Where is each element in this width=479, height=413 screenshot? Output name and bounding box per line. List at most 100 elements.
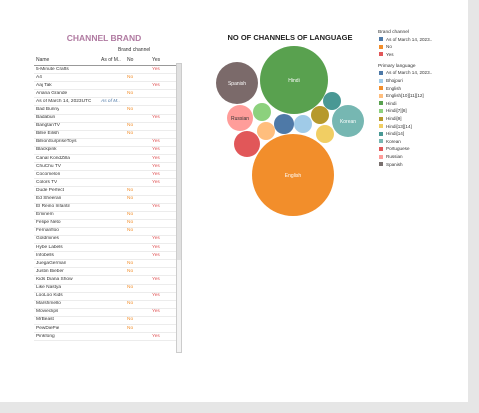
table-row[interactable]: Goldmines Yes xyxy=(34,236,176,245)
table-row[interactable]: MrBeast No xyxy=(34,317,176,325)
cell-yes: Yes xyxy=(152,179,160,185)
scroll-frame-right xyxy=(468,0,479,413)
legend-label: As of March 14, 2023.. xyxy=(386,70,433,76)
table-row[interactable]: Ariana Grande No xyxy=(34,90,176,99)
table-row[interactable]: Pinkfong Yes xyxy=(34,333,176,342)
table-row[interactable]: Hybe Labels Yes xyxy=(34,244,176,253)
language-bubble[interactable] xyxy=(323,92,341,110)
legend-item[interactable]: Yes xyxy=(378,51,468,59)
table-row[interactable]: Ed Sheeran No xyxy=(34,196,176,204)
legend-item[interactable]: Korean xyxy=(378,138,468,146)
legend-swatch xyxy=(379,70,383,75)
header-asof[interactable]: As of M.. xyxy=(101,57,121,63)
legend-label: Hindi[9] xyxy=(386,115,402,121)
table-row[interactable]: Canal KondZilla Yes xyxy=(34,155,176,164)
language-bubble[interactable] xyxy=(257,122,275,140)
cell-name: Like Nastya xyxy=(36,285,62,291)
table-row[interactable]: Badabun Yes xyxy=(34,115,176,123)
table-row[interactable]: JuegaGerman No xyxy=(34,260,176,269)
cell-name: Eminem xyxy=(36,212,54,218)
legend-swatch xyxy=(379,52,383,57)
table-row[interactable]: ChuChu TV Yes xyxy=(34,163,176,172)
legend-item[interactable]: English[10][11][12] xyxy=(378,93,468,101)
cell-yes: Yes xyxy=(152,252,160,258)
table-row[interactable]: Movieclips Yes xyxy=(34,309,176,317)
table-row[interactable]: Kids Diana Show Yes xyxy=(34,276,176,285)
legend-item[interactable]: Hindi[7][8] xyxy=(378,108,468,116)
table-row[interactable]: As of March 14, 2023UTC As of M.. xyxy=(34,98,176,107)
legend-item[interactable]: Bhojpuri xyxy=(378,77,468,85)
legend-swatch xyxy=(379,146,383,151)
legend-item[interactable]: Hindi xyxy=(378,100,468,108)
table-row[interactable]: LooLoo Kids Yes xyxy=(34,293,176,301)
legend-item[interactable]: Spanish xyxy=(378,161,468,169)
language-bubble[interactable] xyxy=(253,103,271,121)
legend-item[interactable]: No xyxy=(378,44,468,52)
cell-yes: Yes xyxy=(152,66,160,72)
legend-item[interactable]: Hindi[13][14] xyxy=(378,123,468,131)
table-row[interactable]: Justin Bieber No xyxy=(34,268,176,277)
table-row[interactable]: BillionSurpriseToys Yes xyxy=(34,139,176,147)
cell-name: Badabun xyxy=(36,115,56,121)
table-row[interactable]: PewDiePie No xyxy=(34,325,176,334)
table-row[interactable]: Bad Bunny No xyxy=(34,106,176,115)
table-row[interactable]: Like Nastya No xyxy=(34,285,176,293)
table-row[interactable]: BangtanTV No xyxy=(34,123,176,131)
channel-brand-title: CHANNEL BRAND xyxy=(66,33,142,43)
legend-label: Yes xyxy=(386,51,394,57)
header-no[interactable]: No xyxy=(127,57,134,63)
language-bubble[interactable] xyxy=(274,114,294,134)
language-bubble[interactable] xyxy=(311,106,329,124)
table-row[interactable]: Colors TV Yes xyxy=(34,179,176,188)
cell-name: Dude Perfect xyxy=(36,187,64,193)
table-row[interactable]: Aaj Tak Yes xyxy=(34,82,176,91)
language-bubble[interactable] xyxy=(316,125,334,143)
table-scrollbar[interactable] xyxy=(176,63,182,353)
language-bubble[interactable] xyxy=(294,115,312,133)
legend-swatch xyxy=(379,93,383,98)
table-row[interactable]: A4 No xyxy=(34,74,176,83)
cell-no: No xyxy=(127,301,134,307)
language-bubble[interactable] xyxy=(252,134,334,216)
legend-item[interactable]: As of March 14, 2023.. xyxy=(378,70,468,78)
legend-item[interactable]: Hindi[14] xyxy=(378,131,468,139)
legend-label: Bhojpuri xyxy=(386,77,403,83)
language-bubble[interactable] xyxy=(227,105,253,131)
legend-item[interactable]: As of March 14, 2023.. xyxy=(378,36,468,44)
cell-yes: Yes xyxy=(152,333,160,339)
table-row[interactable]: Marshmello No xyxy=(34,301,176,309)
table-row[interactable]: Felipe Neto No xyxy=(34,220,176,228)
language-bubble[interactable] xyxy=(332,105,364,137)
legend-item[interactable]: Portuguese xyxy=(378,146,468,154)
legend-item[interactable]: English xyxy=(378,85,468,93)
table-scroll-thumb[interactable] xyxy=(177,64,181,260)
cell-no: No xyxy=(127,196,134,201)
legend-label: Hindi[13][14] xyxy=(386,123,412,129)
legend-swatch xyxy=(379,116,383,121)
table-row[interactable]: Blackpink Yes xyxy=(34,147,176,156)
table-row[interactable]: Billie Eilish No xyxy=(34,131,176,139)
scroll-frame-bottom xyxy=(0,402,479,413)
table-row[interactable]: Dude Perfect No xyxy=(34,187,176,196)
legend-item[interactable]: Hindi[9] xyxy=(378,115,468,123)
cell-no: No xyxy=(127,228,134,234)
table-row[interactable]: Cocomelon Yes xyxy=(34,171,176,180)
cell-name: El Reino Infantil xyxy=(36,204,70,210)
header-yes[interactable]: Yes xyxy=(152,57,161,63)
cell-name: MrBeast xyxy=(36,317,54,323)
cell-yes: Yes xyxy=(152,309,160,315)
table-row[interactable]: Infobells Yes xyxy=(34,252,176,261)
language-bubble[interactable] xyxy=(260,46,328,114)
header-name[interactable]: Name xyxy=(36,57,50,63)
language-bubble[interactable] xyxy=(216,62,258,104)
legend-item[interactable]: Russian xyxy=(378,153,468,161)
language-bubble[interactable] xyxy=(234,131,260,157)
cell-yes: Yes xyxy=(152,244,160,250)
cell-no: No xyxy=(127,212,134,218)
table-row[interactable]: El Reino Infantil Yes xyxy=(34,204,176,212)
brand-channel-column-group: Brand channel xyxy=(118,47,151,53)
table-row[interactable]: Fernanfloo No xyxy=(34,228,176,236)
legend-language-list: As of March 14, 2023.. Bhojpuri English Eng… xyxy=(378,70,468,169)
table-row[interactable]: Eminem No xyxy=(34,212,176,220)
table-row[interactable]: 5-Minute Crafts Yes xyxy=(34,66,176,75)
